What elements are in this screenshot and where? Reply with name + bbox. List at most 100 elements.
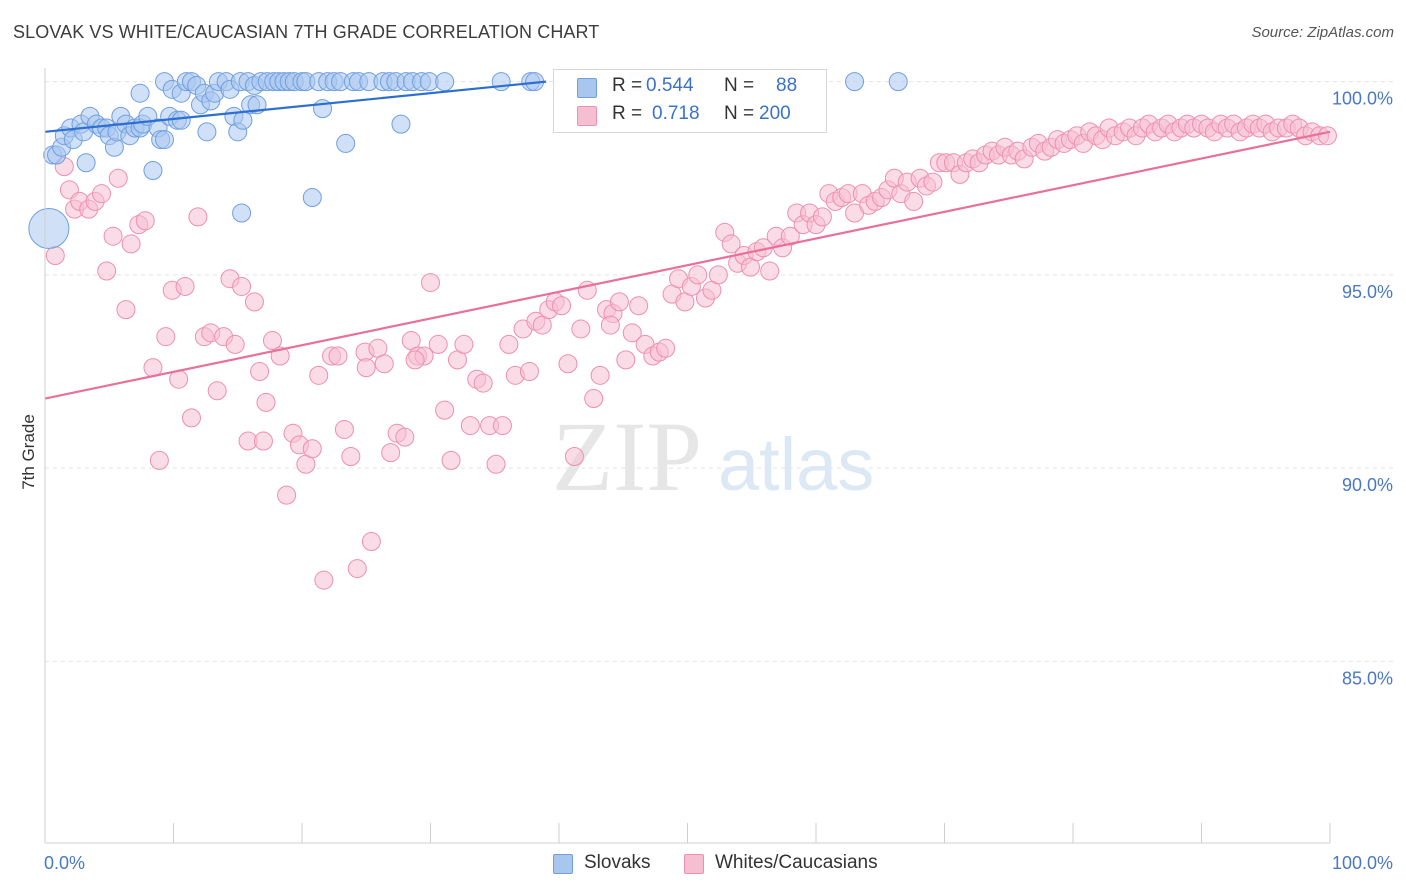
data-point-white xyxy=(616,350,636,370)
bottom-legend-swatch-blue xyxy=(553,854,573,874)
bottom-legend-swatch-pink xyxy=(684,854,704,874)
data-point-white xyxy=(435,400,455,420)
data-point-white xyxy=(361,532,381,552)
data-point-slovak xyxy=(391,114,411,134)
blue-series xyxy=(28,72,908,249)
data-point-white xyxy=(156,327,176,347)
y-tick-label: 85.0% xyxy=(1342,668,1393,688)
data-point-white xyxy=(149,450,169,470)
grid-layer xyxy=(45,81,1393,662)
y-tick-label: 90.0% xyxy=(1342,475,1393,495)
data-point-slovak xyxy=(845,72,865,92)
data-point-slovak xyxy=(336,133,356,153)
data-point-white xyxy=(232,276,252,296)
y-tick-label: 95.0% xyxy=(1342,282,1393,302)
data-point-slovak xyxy=(435,72,455,92)
legend-r-label: R = xyxy=(612,103,643,124)
data-point-white xyxy=(256,392,276,412)
data-point-white xyxy=(421,273,440,293)
x-tick-label: 0.0% xyxy=(44,853,85,873)
legend-row-slovaks: R = 0.544 N = 88 xyxy=(554,73,826,101)
legend-swatch-blue xyxy=(577,78,597,98)
data-point-white xyxy=(92,184,112,204)
data-point-white xyxy=(381,443,401,463)
chart-source: Source: ZipAtlas.com xyxy=(1251,24,1394,41)
data-point-white xyxy=(374,354,394,374)
data-point-white xyxy=(97,261,117,281)
data-point-white xyxy=(904,191,924,211)
data-point-white xyxy=(405,350,425,370)
legend-swatch-pink xyxy=(577,106,597,126)
data-point-white xyxy=(347,559,367,579)
data-point-white xyxy=(328,346,348,366)
data-point-white xyxy=(253,431,273,451)
data-point-white xyxy=(473,373,493,393)
legend-r-value: 0.544 xyxy=(646,75,694,96)
x-tick-label: 100.0% xyxy=(1332,853,1393,873)
data-point-white xyxy=(460,416,480,436)
data-point-white xyxy=(121,234,141,254)
data-point-white xyxy=(309,365,329,385)
data-point-white xyxy=(923,172,943,192)
data-point-white xyxy=(812,207,832,227)
data-point-white xyxy=(262,331,282,351)
data-point-slovak xyxy=(104,137,124,157)
data-point-slovak xyxy=(491,72,511,92)
data-point-white xyxy=(609,292,629,312)
data-point-white xyxy=(108,168,128,188)
data-point-white xyxy=(519,361,539,381)
legend-r-value: 0.718 xyxy=(652,103,700,124)
data-point-white xyxy=(341,447,361,466)
data-point-white xyxy=(1317,126,1337,146)
data-point-white xyxy=(629,296,649,316)
trend-line-slovak xyxy=(44,80,547,133)
legend-n-value: 88 xyxy=(776,75,798,96)
data-point-white xyxy=(564,447,584,466)
watermark-atlas: atlas xyxy=(718,423,874,506)
data-point-white xyxy=(552,296,572,316)
legend-r-label: R = xyxy=(612,75,643,96)
data-point-slovak xyxy=(76,153,96,173)
legend-n-label: N = xyxy=(724,75,755,96)
data-point-white xyxy=(600,315,620,335)
legend-row-whites: R = 0.718 N = 200 xyxy=(554,101,826,129)
data-point-slovak xyxy=(888,72,908,92)
data-point-slovak xyxy=(143,160,163,180)
watermark: ZIP atlas xyxy=(552,401,874,512)
data-point-white xyxy=(721,234,741,254)
data-point-white xyxy=(454,334,474,354)
data-point-white xyxy=(277,485,297,505)
chart-title: SLOVAK VS WHITE/CAUCASIAN 7TH GRADE CORR… xyxy=(13,22,600,42)
data-point-white xyxy=(622,323,642,343)
data-point-white xyxy=(656,338,676,358)
data-point-white xyxy=(558,354,578,374)
data-point-white xyxy=(492,416,512,436)
data-point-slovak xyxy=(302,188,322,208)
data-point-slovak xyxy=(130,83,150,103)
data-point-white xyxy=(314,570,334,590)
data-point-slovak xyxy=(171,110,191,130)
data-point-slovak xyxy=(28,207,70,249)
data-point-white xyxy=(708,265,728,285)
stats-legend: R = 0.544 N = 88 R = 0.718 N = 200 xyxy=(553,69,827,133)
data-point-slovak xyxy=(155,130,175,150)
data-point-slovak xyxy=(197,122,217,142)
data-point-slovak xyxy=(232,203,252,223)
data-point-white xyxy=(441,450,461,470)
data-point-white xyxy=(175,276,195,296)
axes: 85.0% 90.0% 95.0% 100.0% 0.0% 100.0% xyxy=(44,68,1393,873)
data-point-white xyxy=(334,419,354,439)
data-point-white xyxy=(207,381,227,401)
data-point-white xyxy=(244,292,264,312)
data-point-white xyxy=(395,427,415,447)
trend-lines xyxy=(44,80,1331,400)
data-point-white xyxy=(181,408,201,428)
data-point-white xyxy=(428,334,448,354)
y-tick-label: 100.0% xyxy=(1332,89,1393,109)
data-point-white xyxy=(225,334,245,354)
trend-line-white xyxy=(44,130,1331,400)
bottom-legend-label: Slovaks xyxy=(584,852,651,873)
data-point-white xyxy=(688,265,708,285)
data-point-white xyxy=(188,207,208,227)
bottom-legend-label: Whites/Caucasians xyxy=(715,852,878,873)
